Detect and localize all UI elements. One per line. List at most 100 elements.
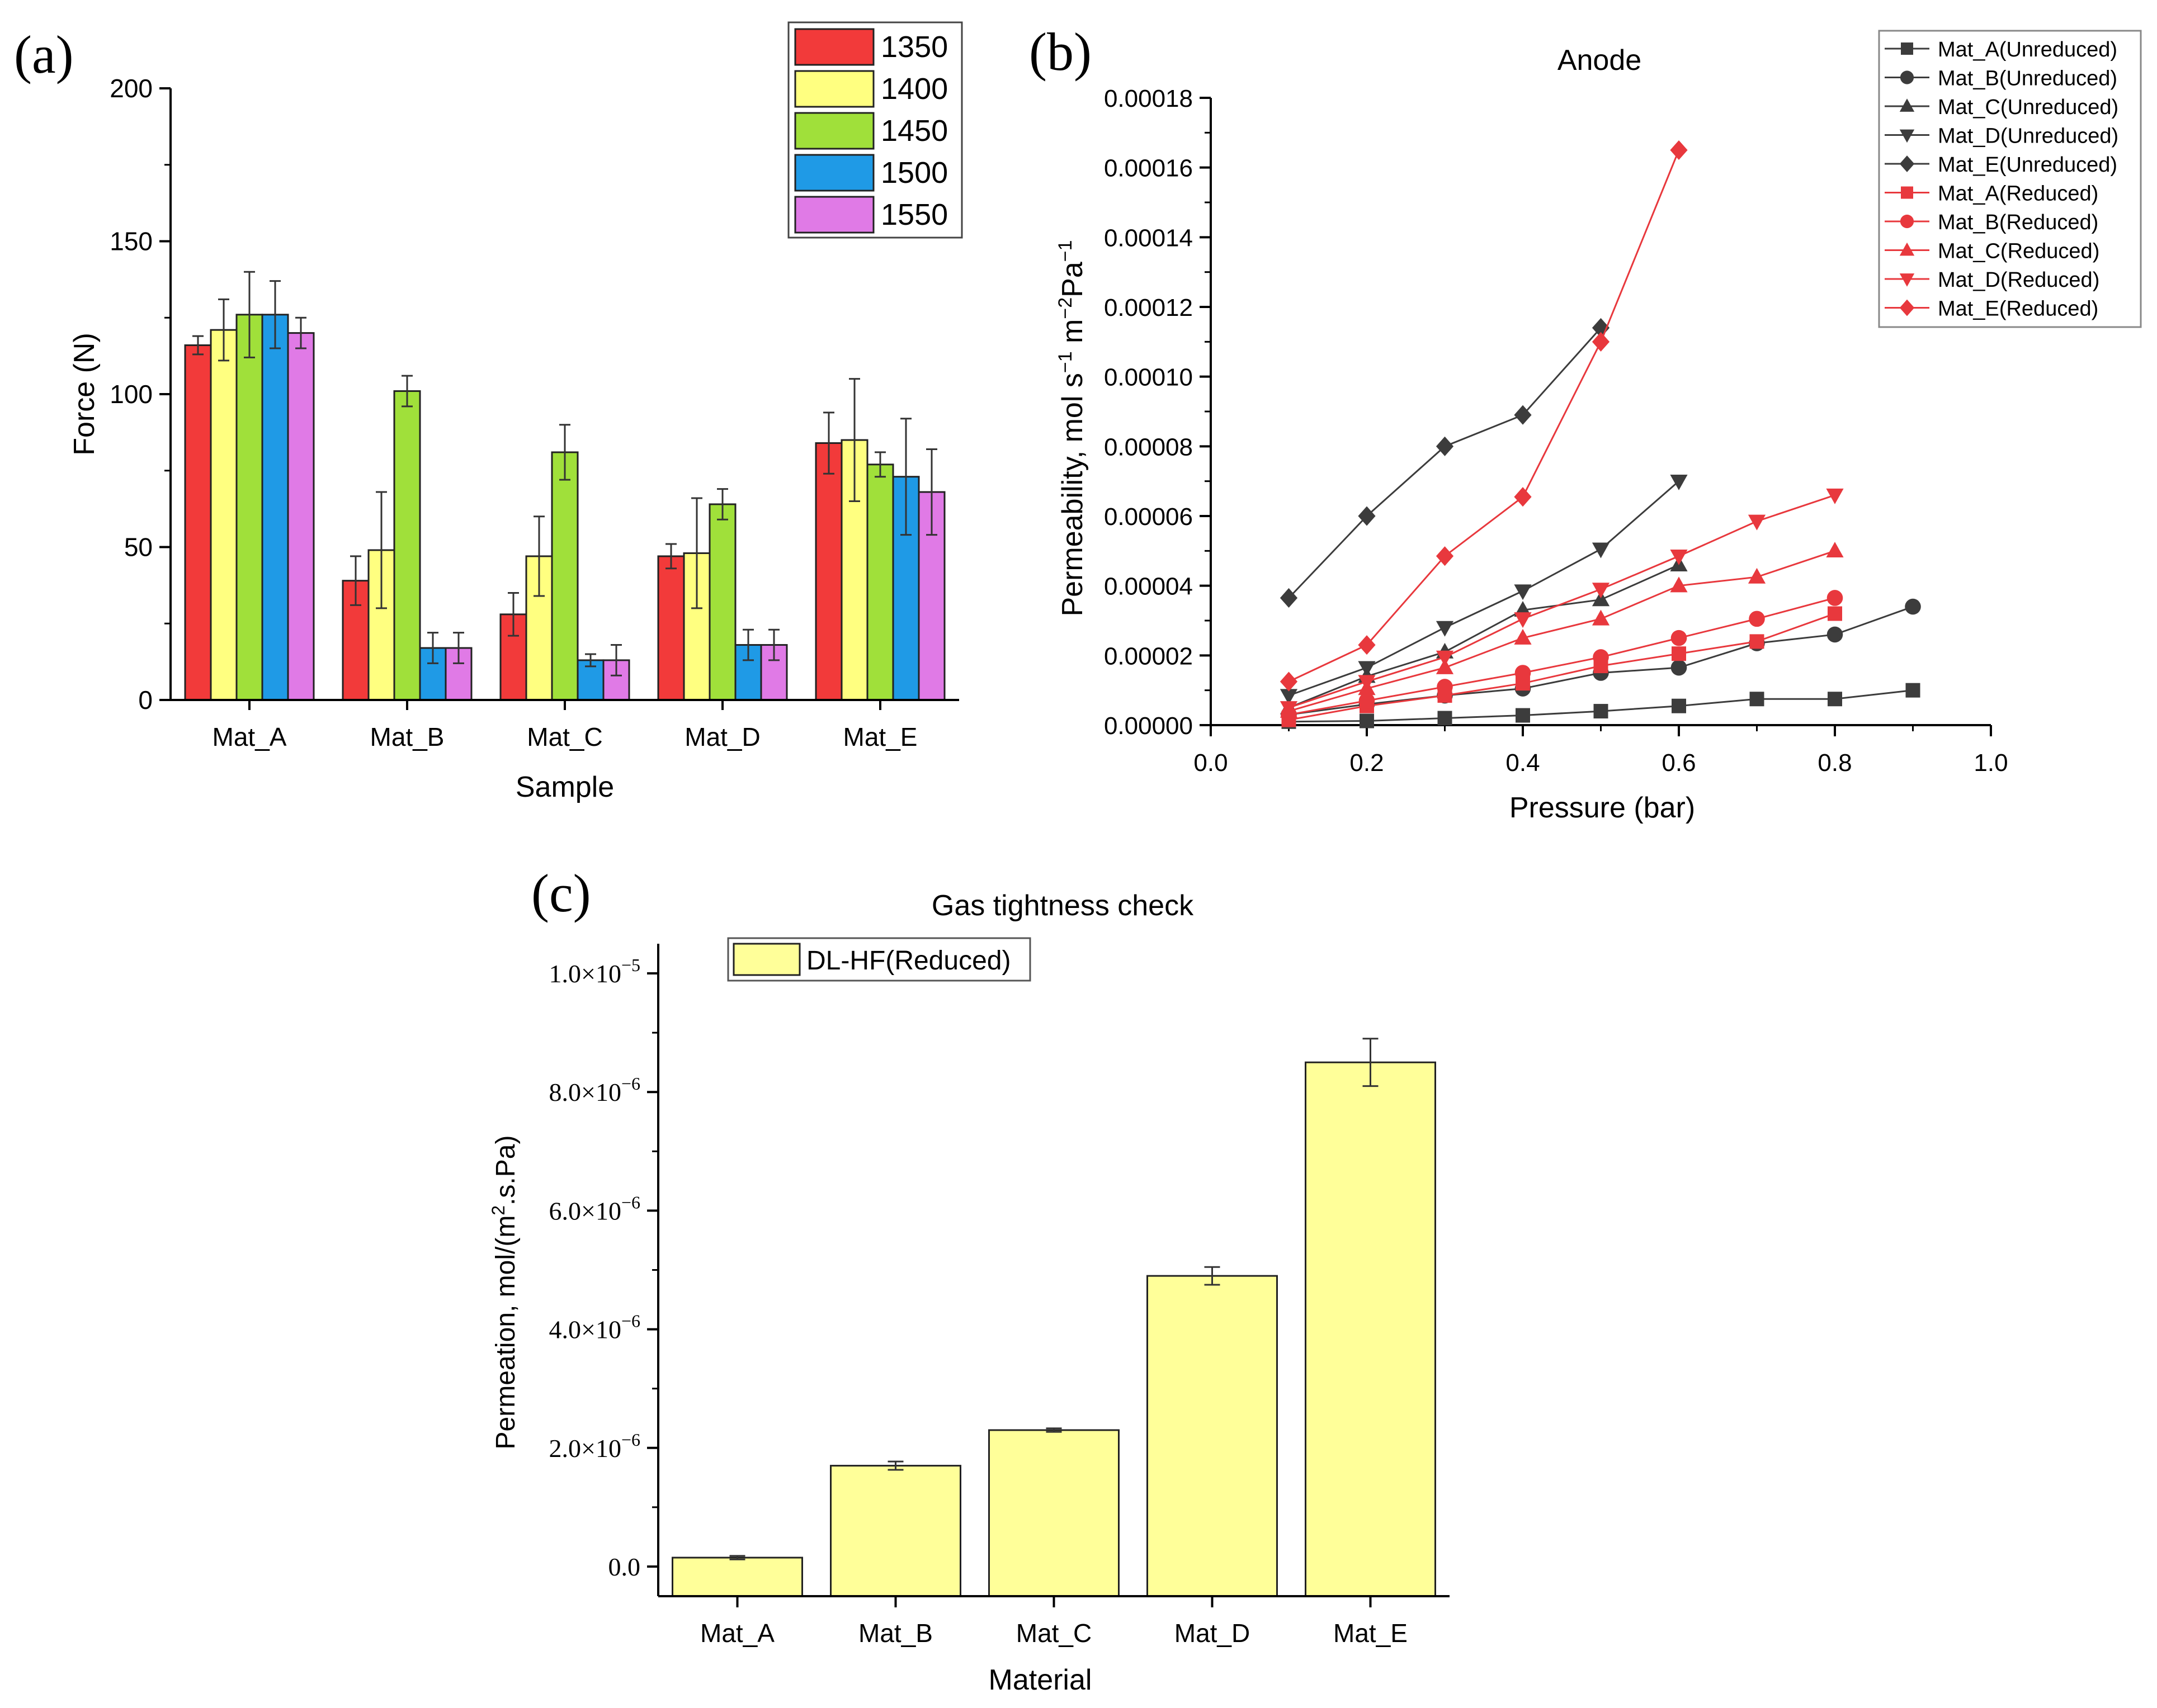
y-tick-label-a-1: 50 — [124, 533, 153, 562]
legend-b-label-Mat_D(Unreduced): Mat_D(Unreduced) — [1938, 125, 2118, 148]
error-bar-c-Mat_E — [1362, 1038, 1379, 1087]
point-b-Mat_B(Unreduced)-8 — [1905, 598, 1921, 615]
chart-c-title: Gas tightness check — [932, 890, 1194, 922]
x-tick-label-a-Mat_B: Mat_B — [370, 722, 445, 751]
chart-c: Gas tightness check Mat_A Mat_B Mat_C Mat_D… — [488, 890, 1450, 1696]
x-tick-label-a-Mat_A: Mat_A — [213, 722, 287, 751]
x-tick-label-b-2: 0.4 — [1505, 749, 1540, 777]
point-b-Mat_C(Reduced)-2 — [1436, 658, 1454, 674]
y-tick-label-c-3-mantissa: 6.0×10 — [549, 1196, 621, 1225]
point-b-Mat_A(Reduced)-5 — [1672, 646, 1686, 661]
legend-b-label-Mat_A(Unreduced): Mat_A(Unreduced) — [1938, 38, 2117, 61]
point-b-Mat_E(Reduced)-3 — [1514, 487, 1532, 507]
legend-b-marker-Mat_B(Reduced) — [1900, 214, 1914, 229]
series-b-line-Mat_D(Unreduced) — [1288, 480, 1679, 697]
point-b-Mat_D(Reduced)-2 — [1436, 650, 1454, 666]
point-b-Mat_D(Unreduced)-4 — [1592, 542, 1610, 559]
y-tick-label-c-4-mantissa: 8.0×10 — [549, 1078, 621, 1106]
series-b-Mat_E(Reduced) — [1280, 140, 1688, 692]
bar-c-Mat_D — [1146, 1275, 1278, 1597]
y-tick-label-a-0: 0 — [138, 685, 153, 715]
point-b-Mat_E(Unreduced)-1 — [1358, 506, 1376, 526]
error-bar-a-Mat_C-1400 — [534, 515, 545, 597]
chart-b: Anode 0.000000.000020.000040.000060.0000… — [1055, 30, 2142, 824]
y-tick-label-c-3-exponent: −6 — [621, 1192, 640, 1212]
chart-c-error-bars — [729, 1038, 1379, 1560]
bar-a-Mat_A-1500 — [261, 314, 289, 701]
y-axis-label-b-part-2: m — [1056, 319, 1089, 352]
point-b-Mat_B(Reduced)-6 — [1749, 611, 1765, 627]
chart-a-error-bars — [192, 271, 937, 676]
series-b-line-Mat_B(Reduced) — [1288, 597, 1835, 716]
legend-b-marker-Mat_E(Reduced) — [1899, 299, 1915, 316]
point-b-Mat_E(Unreduced)-3 — [1514, 405, 1532, 425]
legend-a-label-1500: 1500 — [881, 156, 948, 190]
point-b-Mat_A(Unreduced)-1 — [1360, 713, 1374, 728]
chart-b-series — [1280, 140, 1921, 729]
y-axis-label-b-part-1: −1 — [1055, 351, 1076, 373]
point-b-Mat_D(Reduced)-1 — [1358, 675, 1376, 691]
chart-c-legend: DL-HF(Reduced) — [727, 937, 1031, 982]
y-tick-label-c-1-mantissa: 2.0×10 — [549, 1434, 621, 1463]
series-b-line-Mat_C(Reduced) — [1288, 550, 1835, 712]
point-b-Mat_B(Unreduced)-7 — [1826, 626, 1843, 643]
point-b-Mat_E(Reduced)-5 — [1670, 140, 1688, 160]
y-tick-label-c-2-exponent: −6 — [621, 1311, 640, 1331]
chart-c-y-axis-label: Permeation, mol/(m2.s.Pa) — [488, 1135, 521, 1450]
error-bar-a-Mat_D-1400 — [691, 497, 702, 609]
legend-b-label-Mat_E(Unreduced): Mat_E(Unreduced) — [1938, 153, 2117, 177]
point-b-Mat_D(Reduced)-3 — [1514, 612, 1532, 628]
error-bar-a-Mat_E-1450 — [875, 451, 886, 478]
x-tick-label-c-Mat_A: Mat_A — [700, 1619, 775, 1648]
y-tick-label-c-4: 8.0×10−6 — [549, 1073, 641, 1106]
x-tick-label-a-Mat_E: Mat_E — [843, 722, 918, 751]
y-tick-label-a-3: 150 — [110, 227, 153, 256]
point-b-Mat_E(Reduced)-2 — [1436, 546, 1454, 566]
point-b-Mat_B(Reduced)-2 — [1437, 679, 1453, 695]
chart-b-y-axis-label: Permeability, mol s−1 m−2Pa−1 — [1055, 240, 1089, 616]
bar-a-Mat_A-1400 — [210, 329, 238, 701]
y-axis-label-b-part-5: −1 — [1055, 240, 1076, 262]
y-tick-label-b-9: 0.00018 — [1104, 85, 1193, 112]
error-bar-a-Mat_B-1550 — [453, 632, 464, 664]
point-b-Mat_A(Unreduced)-2 — [1437, 711, 1452, 726]
y-axis-label-b-part-4: Pa — [1056, 262, 1089, 297]
y-tick-label-b-7: 0.00014 — [1104, 224, 1193, 252]
point-b-Mat_E(Reduced)-1 — [1358, 635, 1376, 655]
bar-c-Mat_A — [672, 1556, 803, 1597]
y-tick-label-c-2: 4.0×10−6 — [549, 1311, 641, 1344]
point-b-Mat_D(Unreduced)-3 — [1514, 584, 1532, 600]
y-tick-label-c-3: 6.0×10−6 — [549, 1192, 641, 1225]
error-bar-c-Mat_C — [1046, 1427, 1062, 1433]
x-tick-label-c-Mat_B: Mat_B — [858, 1619, 933, 1648]
point-b-Mat_D(Reduced)-6 — [1748, 514, 1766, 531]
point-b-Mat_A(Reduced)-6 — [1749, 634, 1764, 649]
error-bar-a-Mat_B-1500 — [427, 632, 438, 664]
x-tick-label-c-Mat_E: Mat_E — [1333, 1619, 1408, 1648]
point-b-Mat_D(Reduced)-0 — [1280, 701, 1298, 717]
y-tick-label-c-1-exponent: −6 — [621, 1430, 640, 1450]
chart-b-x-axis-label: Pressure (bar) — [1509, 792, 1695, 824]
legend-b-frame — [1878, 30, 2142, 328]
chart-b-title: Anode — [1557, 44, 1641, 77]
legend-b-label-Mat_A(Reduced): Mat_A(Reduced) — [1938, 182, 2098, 206]
legend-b-label-Mat_C(Unreduced): Mat_C(Unreduced) — [1938, 96, 2118, 119]
error-bar-a-Mat_A-1550 — [295, 316, 306, 349]
error-bar-a-Mat_C-1500 — [585, 653, 596, 668]
point-b-Mat_D(Unreduced)-1 — [1358, 661, 1376, 677]
legend-a-swatch-1550 — [794, 196, 875, 234]
series-b-Mat_E(Unreduced) — [1280, 318, 1610, 608]
legend-b-marker-Mat_A(Reduced) — [1901, 186, 1913, 199]
y-tick-label-c-5: 1.0×10−5 — [549, 955, 641, 988]
panel-label-a: (a) — [14, 25, 74, 84]
point-b-Mat_B(Reduced)-5 — [1670, 630, 1687, 646]
point-b-Mat_A(Unreduced)-7 — [1828, 692, 1842, 707]
bar-a-Mat_A-1450 — [235, 314, 263, 701]
error-bar-a-Mat_B-1450 — [402, 375, 413, 408]
y-axis-label-c-part-2: .s.Pa) — [491, 1135, 521, 1205]
point-b-Mat_E(Unreduced)-0 — [1280, 588, 1298, 608]
y-axis-label-b-part-0: Permeability, mol s — [1056, 373, 1089, 616]
chart-a-bars — [184, 314, 946, 701]
error-bar-a-Mat_D-1500 — [743, 628, 754, 661]
